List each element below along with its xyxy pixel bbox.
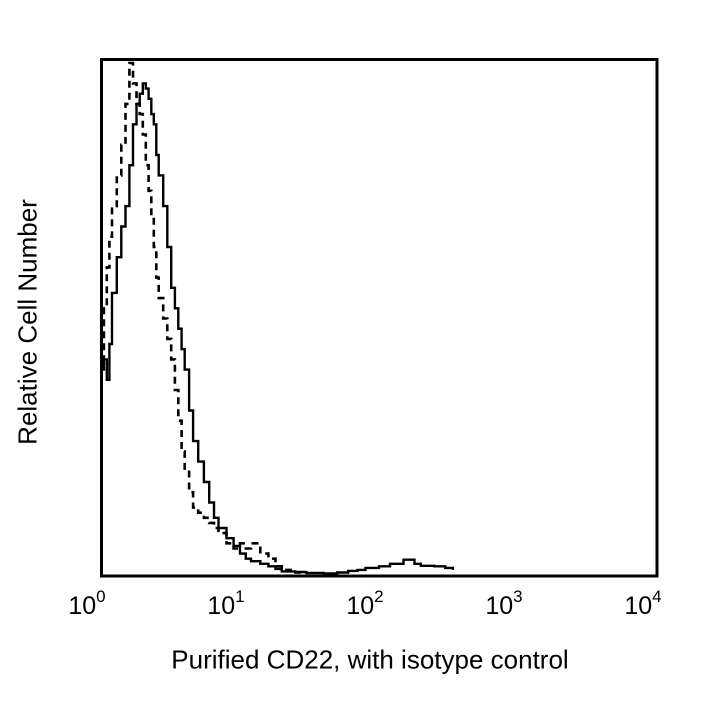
- x-axis-tick-labels: 100 101 102 103 104: [68, 587, 661, 620]
- x-tick-label: 100: [68, 587, 105, 620]
- isotype-control-histogram-line: [101, 61, 308, 574]
- x-axis-label: Purified CD22, with isotype control: [171, 644, 569, 675]
- plot-frame: [100, 58, 659, 578]
- x-tick-label: 101: [207, 587, 244, 620]
- x-tick-label: 103: [485, 587, 522, 620]
- x-tick-label: 104: [624, 587, 661, 620]
- cd22-histogram-line: [101, 82, 455, 575]
- plot-area: [101, 61, 455, 575]
- y-axis-label: Relative Cell Number: [12, 199, 43, 445]
- x-tick-label: 102: [346, 587, 383, 620]
